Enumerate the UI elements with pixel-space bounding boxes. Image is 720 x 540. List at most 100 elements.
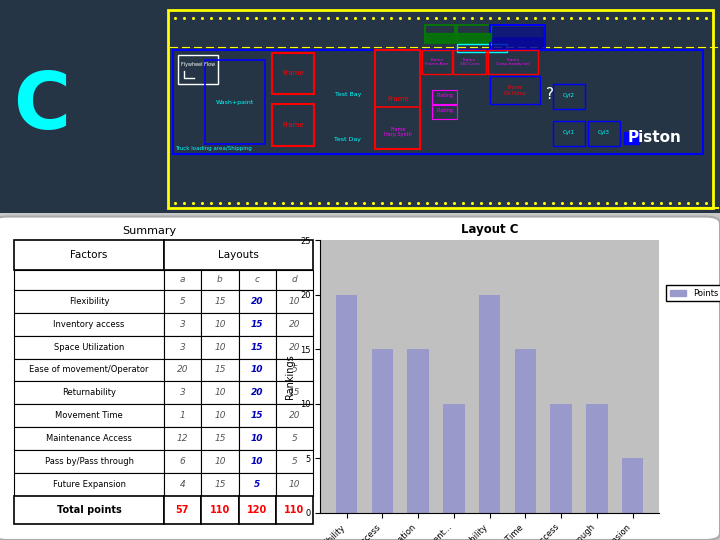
Bar bbox=[14, 496, 164, 524]
Bar bbox=[490, 76, 540, 104]
Bar bbox=[201, 270, 238, 290]
Text: Plating: Plating bbox=[436, 93, 454, 98]
Bar bbox=[272, 104, 314, 146]
Text: 5: 5 bbox=[292, 434, 297, 443]
Text: 5: 5 bbox=[292, 457, 297, 466]
Bar bbox=[164, 496, 201, 524]
Bar bbox=[457, 33, 490, 40]
Bar bbox=[14, 270, 164, 290]
Text: Total points: Total points bbox=[57, 505, 122, 515]
Bar bbox=[276, 270, 313, 290]
Text: Frame
Oil Pump: Frame Oil Pump bbox=[504, 85, 526, 96]
Bar bbox=[14, 313, 164, 336]
Bar bbox=[276, 359, 313, 381]
Text: Inventory access: Inventory access bbox=[53, 320, 125, 329]
Bar bbox=[164, 427, 201, 450]
Text: 20: 20 bbox=[176, 366, 188, 374]
Bar bbox=[201, 427, 238, 450]
Bar bbox=[492, 38, 543, 48]
Text: Wash+paint: Wash+paint bbox=[216, 100, 254, 105]
Text: 5: 5 bbox=[254, 480, 261, 489]
Bar bbox=[276, 336, 313, 359]
Bar bbox=[457, 44, 507, 52]
Bar bbox=[492, 27, 543, 37]
Bar bbox=[336, 295, 357, 513]
Text: Truck loading area/Shipping: Truck loading area/Shipping bbox=[175, 146, 251, 151]
Bar bbox=[490, 25, 545, 50]
Text: Flexibility: Flexibility bbox=[69, 297, 109, 306]
Bar bbox=[164, 240, 313, 270]
Bar bbox=[14, 427, 164, 450]
Text: Returnability: Returnability bbox=[62, 388, 116, 397]
Bar bbox=[201, 290, 238, 313]
Text: 6: 6 bbox=[179, 457, 185, 466]
Text: ?: ? bbox=[546, 87, 554, 102]
Text: Cyl2: Cyl2 bbox=[563, 93, 575, 98]
Bar bbox=[238, 313, 276, 336]
Text: 15: 15 bbox=[214, 480, 225, 489]
Text: 15: 15 bbox=[251, 342, 264, 352]
Bar bbox=[14, 290, 164, 313]
Text: 10: 10 bbox=[251, 434, 264, 443]
Bar bbox=[14, 381, 164, 404]
Bar bbox=[550, 404, 572, 513]
Bar bbox=[276, 290, 313, 313]
Text: 57: 57 bbox=[176, 505, 189, 515]
Bar bbox=[488, 50, 538, 75]
Text: 5: 5 bbox=[179, 297, 185, 306]
Bar bbox=[201, 473, 238, 496]
Text: 3: 3 bbox=[179, 320, 185, 329]
Text: Test Bay: Test Bay bbox=[335, 92, 361, 97]
Text: Frame
Cross-heads incl: Frame Cross-heads incl bbox=[496, 58, 530, 66]
Bar bbox=[276, 427, 313, 450]
Bar bbox=[553, 121, 585, 146]
Bar bbox=[14, 240, 164, 270]
Text: Frame
Frame Asm: Frame Frame Asm bbox=[426, 58, 449, 66]
Text: 15: 15 bbox=[214, 366, 225, 374]
Text: Summary: Summary bbox=[122, 226, 176, 237]
Text: Factors: Factors bbox=[71, 250, 108, 260]
Bar bbox=[238, 450, 276, 473]
Text: 10: 10 bbox=[289, 297, 300, 306]
Text: 10: 10 bbox=[214, 342, 225, 352]
Bar bbox=[164, 381, 201, 404]
Bar bbox=[588, 121, 620, 146]
Bar bbox=[276, 450, 313, 473]
Bar bbox=[164, 473, 201, 496]
Bar bbox=[375, 50, 420, 149]
Text: 15: 15 bbox=[251, 320, 264, 329]
Bar bbox=[14, 450, 164, 473]
Text: 15: 15 bbox=[289, 388, 300, 397]
Title: Layout C: Layout C bbox=[461, 224, 518, 237]
Text: 10: 10 bbox=[214, 411, 225, 420]
Bar bbox=[372, 349, 393, 513]
Text: Flywheel Flow: Flywheel Flow bbox=[181, 62, 215, 67]
Bar bbox=[276, 404, 313, 427]
Bar bbox=[164, 290, 201, 313]
Bar bbox=[238, 290, 276, 313]
Bar bbox=[425, 33, 453, 40]
Text: Ease of movement/Operator: Ease of movement/Operator bbox=[30, 366, 149, 374]
Bar bbox=[201, 336, 238, 359]
Text: 10: 10 bbox=[289, 480, 300, 489]
Bar bbox=[276, 381, 313, 404]
Bar bbox=[14, 473, 164, 496]
Bar bbox=[432, 105, 457, 119]
Bar bbox=[14, 404, 164, 427]
Bar bbox=[14, 336, 164, 359]
Bar bbox=[453, 50, 486, 75]
Text: 12: 12 bbox=[176, 434, 188, 443]
Bar bbox=[422, 50, 452, 75]
Bar bbox=[443, 404, 464, 513]
Bar bbox=[14, 359, 164, 381]
Text: 20: 20 bbox=[289, 342, 300, 352]
Text: b: b bbox=[217, 275, 222, 285]
Bar bbox=[622, 458, 644, 513]
Bar bbox=[272, 52, 314, 94]
Bar bbox=[201, 404, 238, 427]
Bar bbox=[205, 59, 265, 144]
Bar bbox=[457, 25, 492, 43]
Text: 3: 3 bbox=[179, 342, 185, 352]
Y-axis label: Rankings: Rankings bbox=[284, 354, 294, 399]
Bar bbox=[238, 270, 276, 290]
